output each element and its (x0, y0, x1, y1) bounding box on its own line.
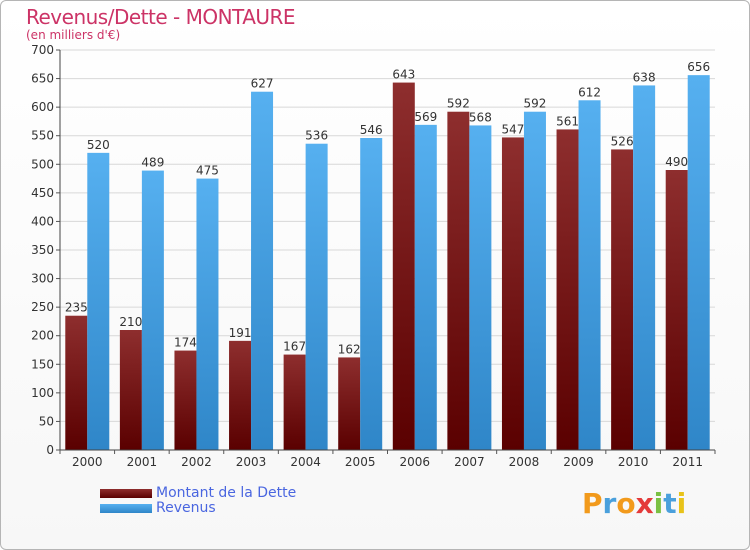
y-tick-label-0: 0 (46, 443, 54, 457)
data-label-revenus-2009: 612 (578, 85, 601, 99)
data-label-revenus-2002: 475 (196, 164, 219, 178)
logo-letter-2: o (616, 487, 636, 520)
bar-revenus-2008 (523, 111, 546, 450)
x-tick-label-2006: 2006 (400, 455, 431, 469)
x-tick-label-2008: 2008 (509, 455, 540, 469)
bar-dette-2004 (283, 354, 306, 450)
data-label-revenus-2010: 638 (633, 70, 656, 84)
bar-dette-2009 (556, 129, 579, 450)
data-label-dette-2001: 210 (119, 315, 142, 329)
logo-letter-5: t (663, 487, 677, 520)
data-label-dette-2011: 490 (665, 155, 688, 169)
legend-swatch-dette (100, 489, 152, 498)
y-tick-label-450: 450 (31, 186, 54, 200)
bar-dette-2008 (501, 137, 524, 450)
bar-revenus-2003 (251, 91, 274, 450)
data-label-revenus-2006: 569 (414, 110, 437, 124)
data-label-revenus-2008: 592 (524, 97, 547, 111)
bar-dette-2010 (611, 149, 634, 450)
data-labels: 235 520 210 489 174 475 191 627 167 536 162 546 643 5… (65, 60, 710, 356)
y-tick-label-200: 200 (31, 329, 54, 343)
bar-revenus-2006 (414, 124, 437, 450)
y-tick-label-650: 650 (31, 72, 54, 86)
data-label-dette-2005: 162 (338, 342, 361, 356)
x-tick-label-2004: 2004 (290, 455, 321, 469)
y-tick-label-600: 600 (31, 100, 54, 114)
data-label-dette-2010: 526 (611, 134, 634, 148)
data-label-dette-2009: 561 (556, 114, 579, 128)
bar-revenus-2002 (196, 178, 219, 451)
chart-subtitle: (en milliers d'€) (26, 28, 121, 42)
y-tick-label-250: 250 (31, 300, 54, 314)
data-label-revenus-2007: 568 (469, 110, 492, 124)
data-label-revenus-2005: 546 (360, 123, 383, 137)
logo-letter-3: x (635, 487, 654, 520)
logo-letter-6: i (676, 487, 687, 520)
bar-revenus-2004 (305, 143, 328, 450)
data-label-revenus-2003: 627 (251, 77, 274, 91)
proxiti-logo: Proxiti (582, 487, 686, 520)
y-tick-label-350: 350 (31, 243, 54, 257)
y-tick-label-300: 300 (31, 272, 54, 286)
bar-revenus-2010 (633, 85, 656, 450)
data-label-dette-2007: 592 (447, 97, 470, 111)
bar-revenus-2009 (578, 100, 601, 451)
bar-dette-2003 (229, 340, 252, 450)
x-tick-label-2009: 2009 (563, 455, 594, 469)
y-tick-label-550: 550 (31, 129, 54, 143)
grid-lines (60, 49, 715, 451)
data-label-revenus-2001: 489 (141, 156, 164, 170)
bar-dette-2005 (338, 357, 361, 450)
x-tick-label-2001: 2001 (127, 455, 158, 469)
logo-letter-1: r (602, 487, 617, 520)
data-label-dette-2000: 235 (65, 301, 88, 315)
bar-revenus-2001 (141, 170, 164, 451)
y-tick-label-50: 50 (39, 414, 54, 428)
bar-dette-2000 (65, 315, 88, 450)
bars (65, 75, 710, 451)
bar-dette-2001 (119, 330, 142, 450)
bar-dette-2006 (392, 82, 415, 451)
bar-dette-2011 (665, 170, 688, 450)
data-label-revenus-2004: 536 (305, 129, 328, 143)
data-label-revenus-2000: 520 (87, 138, 110, 152)
data-label-revenus-2011: 656 (687, 60, 710, 74)
y-tick-label-150: 150 (31, 357, 54, 371)
x-tick-label-2003: 2003 (236, 455, 267, 469)
y-tick-label-700: 700 (31, 43, 54, 57)
bar-dette-2002 (174, 350, 197, 450)
bar-dette-2007 (447, 111, 470, 450)
x-tick-label-2000: 2000 (72, 455, 103, 469)
y-tick-label-500: 500 (31, 157, 54, 171)
x-tick-label-2002: 2002 (181, 455, 212, 469)
data-label-dette-2003: 191 (229, 326, 252, 340)
x-tick-label-2010: 2010 (618, 455, 649, 469)
legend-swatch-revenus (100, 504, 152, 513)
bar-revenus-2000 (87, 152, 110, 450)
data-label-dette-2002: 174 (174, 336, 197, 350)
y-tick-label-100: 100 (31, 386, 54, 400)
axes: 0 50 100 150 200 250 300 350 400 450 500 550 600 650 7… (31, 43, 716, 469)
x-tick-label-2005: 2005 (345, 455, 376, 469)
x-tick-label-2007: 2007 (454, 455, 485, 469)
y-tick-label-400: 400 (31, 214, 54, 228)
bar-revenus-2007 (469, 125, 492, 450)
legend-label-dette: Montant de la Dette (156, 485, 297, 501)
bar-revenus-2005 (360, 138, 383, 450)
legend-label-revenus: Revenus (156, 500, 216, 516)
chart-title: Revenus/Dette - MONTAURE (26, 5, 296, 29)
logo-letter-4: i (653, 487, 664, 520)
data-label-dette-2008: 547 (502, 122, 525, 136)
logo-letter-0: P (582, 487, 603, 520)
data-label-dette-2004: 167 (283, 340, 306, 354)
x-tick-label-2011: 2011 (672, 455, 703, 469)
bar-revenus-2011 (687, 75, 710, 451)
data-label-dette-2006: 643 (392, 68, 415, 82)
